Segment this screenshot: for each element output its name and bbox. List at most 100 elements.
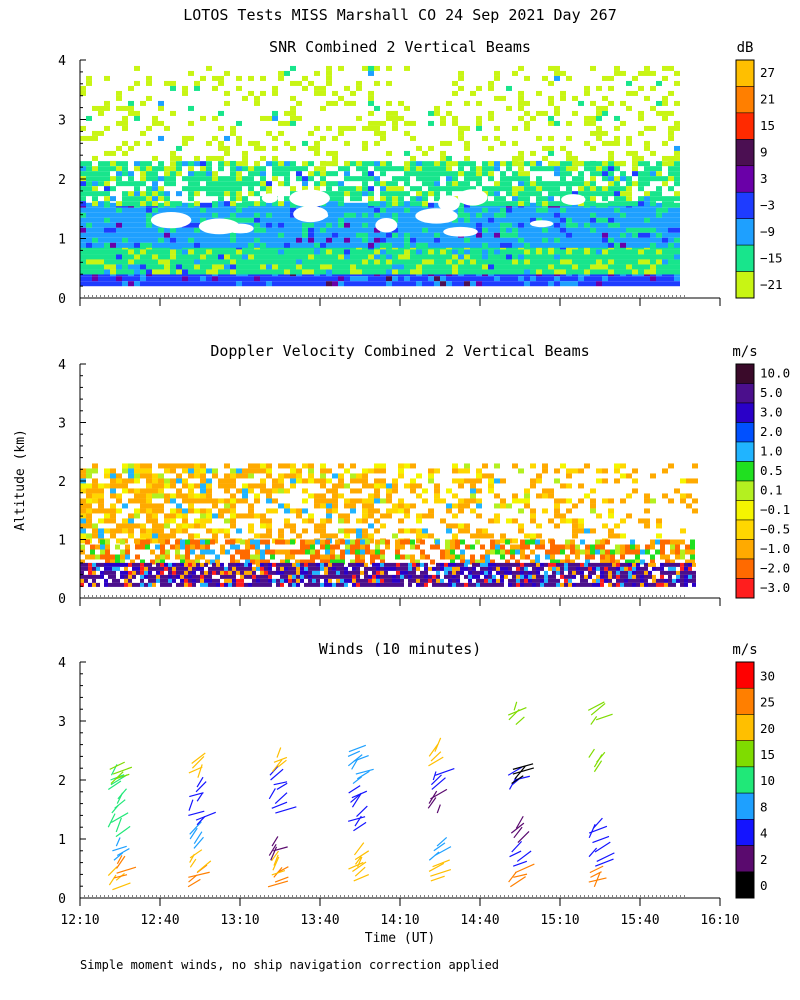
colorbar-swatch bbox=[735, 271, 755, 299]
wind-profile bbox=[587, 701, 615, 888]
colorbar-swatch bbox=[735, 461, 755, 482]
panel-title: SNR Combined 2 Vertical Beams bbox=[269, 38, 531, 56]
colorbar-swatch bbox=[735, 441, 755, 462]
y-tick-label: 2 bbox=[58, 173, 66, 188]
colorbar-swatch bbox=[735, 480, 755, 501]
colorbar-label: 4 bbox=[760, 826, 768, 841]
wind-barb bbox=[115, 825, 131, 838]
wind-barb bbox=[114, 799, 126, 809]
wind-profile bbox=[427, 737, 455, 882]
colorbar-label: −3 bbox=[760, 197, 775, 212]
colorbar-label: 10.0 bbox=[760, 366, 790, 381]
wind-barb bbox=[352, 861, 367, 872]
wind-barb bbox=[511, 775, 524, 785]
colorbar-label: 0 bbox=[760, 878, 768, 893]
wind-barb bbox=[273, 846, 288, 852]
wind-barb bbox=[187, 878, 201, 888]
y-tick-label: 2 bbox=[58, 774, 66, 789]
wind-barb bbox=[191, 756, 205, 769]
colorbar-label: 0.5 bbox=[760, 463, 783, 478]
wind-barb bbox=[273, 781, 288, 786]
x-tick-label: 12:10 bbox=[60, 913, 99, 928]
colorbar-frame bbox=[735, 661, 755, 899]
colorbar-swatch bbox=[735, 402, 755, 423]
wind-barb bbox=[510, 822, 525, 834]
colorbar-swatch bbox=[735, 139, 755, 167]
colorbar-unit: dB bbox=[737, 40, 754, 56]
wind-barb bbox=[195, 781, 207, 793]
wind-barb bbox=[110, 771, 124, 784]
wind-barb bbox=[590, 871, 602, 878]
colorbar-swatch bbox=[735, 165, 755, 193]
colorbar-swatch bbox=[735, 500, 755, 521]
wind-barb bbox=[271, 836, 279, 847]
x-tick-label: 15:40 bbox=[620, 913, 659, 928]
wind-barb bbox=[276, 866, 289, 874]
y-tick-label: 2 bbox=[58, 475, 66, 490]
wind-barb bbox=[436, 804, 441, 814]
wind-barb bbox=[197, 764, 203, 778]
wind-barb bbox=[510, 876, 526, 888]
wind-barb bbox=[271, 801, 288, 809]
wind-barb bbox=[436, 836, 448, 847]
wind-barb bbox=[188, 766, 203, 774]
colorbar-swatch bbox=[735, 766, 755, 794]
colorbar-label: 0.1 bbox=[760, 483, 783, 498]
colorbar-swatch bbox=[735, 191, 755, 219]
wind-barb bbox=[428, 756, 444, 767]
wind-barb bbox=[270, 846, 278, 861]
wind-barb bbox=[274, 876, 289, 883]
colorbar-label: 2 bbox=[760, 852, 768, 867]
colorbar-swatch bbox=[735, 845, 755, 873]
wind-barb bbox=[509, 850, 522, 858]
colorbar-label: 3 bbox=[760, 171, 768, 186]
wind-barb bbox=[432, 771, 437, 781]
wind-barb bbox=[107, 813, 116, 828]
panel-1: SNR Combined 2 Vertical Beams dB 0 1 2 3 4 27 21… bbox=[58, 38, 782, 307]
wind-barb bbox=[188, 810, 205, 816]
panel-title: Doppler Velocity Combined 2 Vertical Bea… bbox=[210, 342, 589, 360]
wind-barb bbox=[277, 759, 287, 768]
y-tick-label: 4 bbox=[58, 358, 66, 373]
wind-barb bbox=[432, 859, 450, 868]
wind-barb bbox=[430, 868, 452, 877]
axes: 0 1 2 3 4 bbox=[58, 358, 721, 607]
wind-barb bbox=[515, 716, 525, 725]
colorbar-label: −3.0 bbox=[760, 580, 790, 595]
colorbar-swatch bbox=[735, 871, 755, 899]
wind-barb bbox=[353, 873, 370, 882]
y-tick-label: 3 bbox=[58, 417, 66, 432]
wind-profile bbox=[267, 747, 297, 888]
wind-barb bbox=[115, 837, 121, 847]
wind-barb bbox=[513, 826, 523, 839]
x-axis-label: Time (UT) bbox=[365, 931, 435, 946]
wind-barb bbox=[348, 861, 364, 870]
wind-barb bbox=[507, 766, 523, 776]
colorbar-label: 27 bbox=[760, 65, 775, 80]
wind-barb bbox=[428, 851, 440, 861]
wind-barb bbox=[428, 862, 445, 872]
x-tick-label: 13:40 bbox=[300, 913, 339, 928]
wind-barb bbox=[596, 751, 606, 763]
wind-barb bbox=[430, 751, 442, 762]
wind-barb bbox=[115, 817, 122, 833]
wind-barb bbox=[588, 825, 608, 834]
wind-barb bbox=[189, 821, 202, 835]
wind-barb bbox=[428, 743, 439, 757]
wind-barb bbox=[354, 856, 362, 865]
wind-barb bbox=[196, 792, 204, 802]
colorbar-label: 30 bbox=[760, 668, 775, 683]
colorbar-label: −15 bbox=[760, 250, 783, 265]
wind-barb bbox=[188, 799, 194, 811]
wind-barb bbox=[512, 860, 528, 867]
wind-barb bbox=[196, 816, 206, 826]
wind-barb bbox=[517, 831, 530, 843]
wind-barb bbox=[588, 748, 595, 758]
colorbar-swatch bbox=[735, 363, 755, 384]
wind-barb bbox=[594, 841, 611, 853]
wind-barb bbox=[590, 702, 606, 716]
wind-barb bbox=[433, 842, 446, 852]
wind-barb bbox=[117, 788, 127, 800]
